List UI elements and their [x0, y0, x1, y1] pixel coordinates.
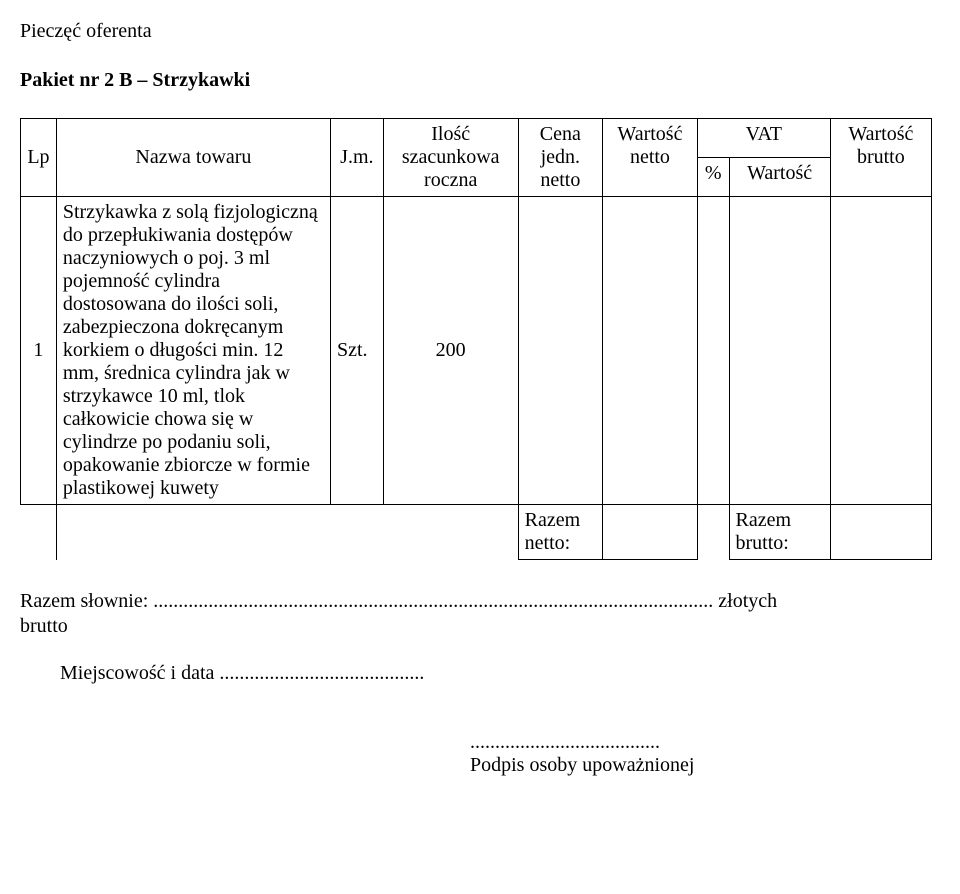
cell-vat-pct	[697, 197, 729, 505]
cell-wb	[830, 197, 931, 505]
footer-block: Razem słownie: .........................…	[20, 590, 932, 777]
col-ilosc-header: Ilość szacunkowa roczna	[383, 119, 518, 197]
totals-blank-2	[56, 505, 330, 560]
miejscowosc-line: Miejscowość i data .....................…	[20, 662, 932, 685]
totals-razem-brutto-value	[830, 505, 931, 560]
stamp-label: Pieczęć oferenta	[20, 20, 932, 43]
cena-l3: netto	[540, 169, 580, 191]
wn-l1: Wartość	[617, 123, 682, 145]
totals-razem-brutto-label: Razem brutto:	[729, 505, 830, 560]
brutto-word: brutto	[20, 615, 932, 638]
cell-cena	[518, 197, 602, 505]
ilosc-l1: Ilość	[431, 123, 470, 145]
col-lp-header: Lp	[21, 119, 57, 197]
document-page: Pieczęć oferenta Pakiet nr 2 B – Strzyka…	[0, 0, 960, 797]
table-row: 1 Strzykawka z solą fizjologiczną do prz…	[21, 197, 932, 505]
wb-l2: brutto	[857, 146, 905, 168]
totals-blank-1	[21, 505, 57, 560]
totals-blank-5	[697, 505, 729, 560]
col-jm-header: J.m.	[330, 119, 383, 197]
razem-netto-l1: Razem	[525, 509, 581, 531]
col-cena-header: Cena jedn. netto	[518, 119, 602, 197]
totals-razem-netto-label: Razem netto:	[518, 505, 602, 560]
wn-l2: netto	[630, 146, 670, 168]
wb-l1: Wartość	[848, 123, 913, 145]
ilosc-l3: roczna	[424, 169, 477, 191]
table-totals-row: Razem netto: Razem brutto:	[21, 505, 932, 560]
cell-vat-wart	[729, 197, 830, 505]
cell-name: Strzykawka z solą fizjologiczną do przep…	[56, 197, 330, 505]
col-wb-header: Wartość brutto	[830, 119, 931, 197]
pricing-table: Lp Nazwa towaru J.m. Ilość szacunkowa ro…	[20, 118, 932, 560]
col-name-header: Nazwa towaru	[56, 119, 330, 197]
col-wn-header: Wartość netto	[603, 119, 698, 197]
cena-l2: jedn.	[541, 146, 580, 168]
table-header-row: Lp Nazwa towaru J.m. Ilość szacunkowa ro…	[21, 119, 932, 158]
col-vat-pct-header: %	[697, 158, 729, 197]
cell-lp: 1	[21, 197, 57, 505]
razem-netto-l2: netto:	[525, 532, 571, 554]
signature-label: Podpis osoby upoważnionej	[470, 754, 694, 776]
totals-blank-3	[330, 505, 383, 560]
totals-blank-4	[383, 505, 518, 560]
cell-ilosc: 200	[383, 197, 518, 505]
cell-wn	[603, 197, 698, 505]
totals-razem-netto-value	[603, 505, 698, 560]
signature-dots: ......................................	[470, 731, 660, 753]
col-vat-header: VAT	[697, 119, 830, 158]
cena-l1: Cena	[540, 123, 581, 145]
razem-slownie-line: Razem słownie: .........................…	[20, 590, 932, 613]
signature-block: ...................................... P…	[20, 731, 932, 777]
package-title: Pakiet nr 2 B – Strzykawki	[20, 69, 932, 92]
cell-jm: Szt.	[330, 197, 383, 505]
ilosc-l2: szacunkowa	[402, 146, 500, 168]
col-vat-wart-header: Wartość	[729, 158, 830, 197]
